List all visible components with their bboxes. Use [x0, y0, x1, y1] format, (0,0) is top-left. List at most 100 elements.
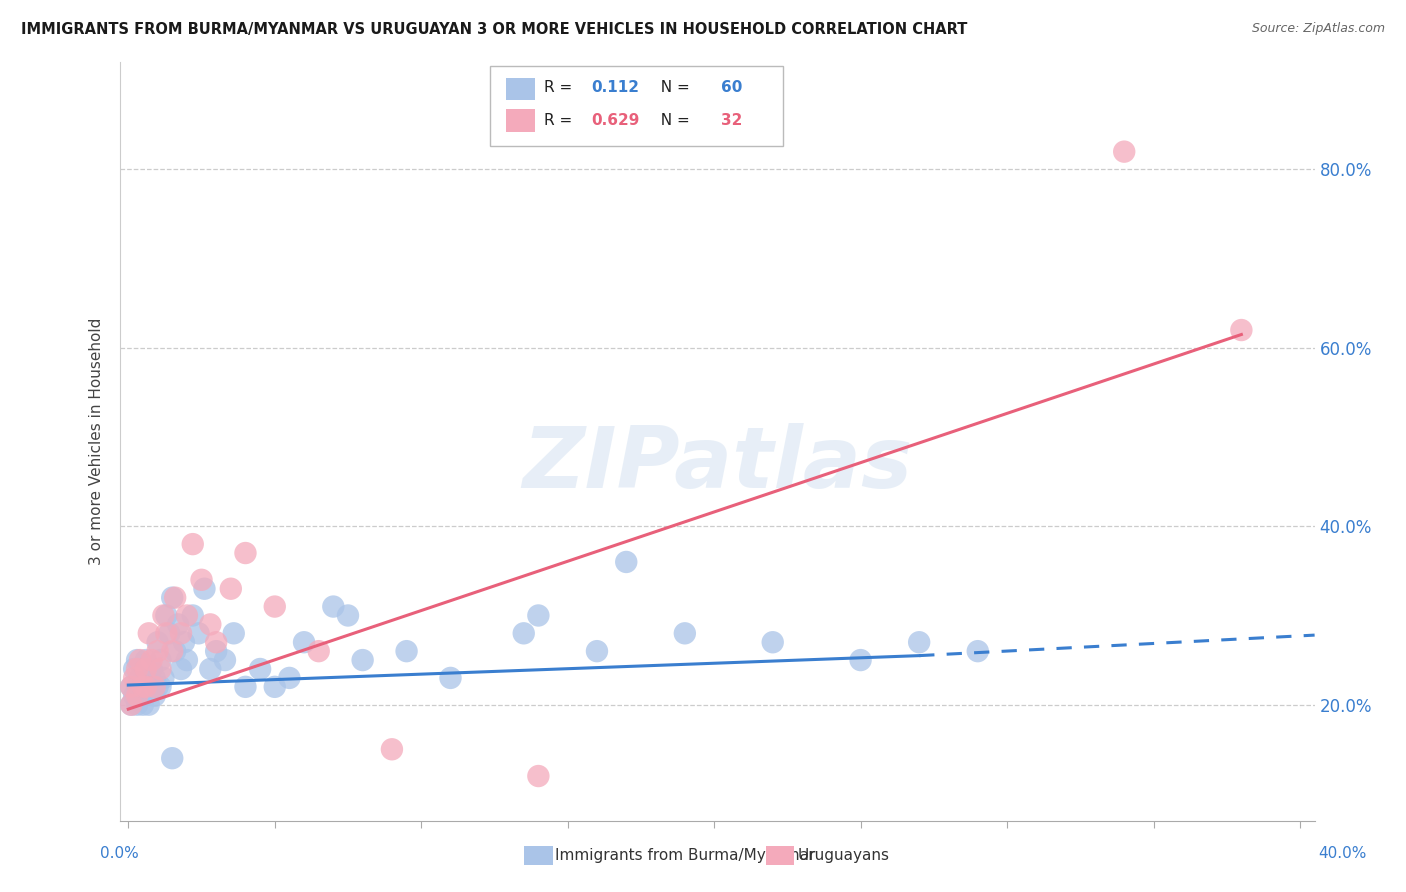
- Point: [146, 644, 169, 658]
- Point: [173, 635, 195, 649]
- Point: [1114, 145, 1136, 159]
- Text: R =: R =: [544, 80, 576, 95]
- Point: [352, 653, 374, 667]
- Point: [170, 626, 193, 640]
- Text: N =: N =: [651, 113, 695, 128]
- Point: [132, 680, 155, 694]
- Point: [176, 608, 198, 623]
- Bar: [506, 110, 536, 132]
- Point: [162, 591, 183, 605]
- Point: [762, 635, 785, 649]
- Point: [143, 680, 166, 694]
- Point: [235, 546, 257, 560]
- Point: [132, 680, 155, 694]
- Point: [149, 653, 172, 667]
- Point: [193, 582, 215, 596]
- Point: [162, 644, 183, 658]
- Point: [138, 626, 160, 640]
- Point: [141, 653, 163, 667]
- Point: [263, 599, 285, 614]
- Point: [513, 626, 536, 640]
- Point: [292, 635, 315, 649]
- Point: [135, 653, 157, 667]
- Point: [127, 689, 149, 703]
- Point: [439, 671, 461, 685]
- Point: [381, 742, 404, 756]
- Point: [149, 680, 172, 694]
- Point: [249, 662, 271, 676]
- Point: [337, 608, 360, 623]
- Text: IMMIGRANTS FROM BURMA/MYANMAR VS URUGUAYAN 3 OR MORE VEHICLES IN HOUSEHOLD CORRE: IMMIGRANTS FROM BURMA/MYANMAR VS URUGUAY…: [21, 22, 967, 37]
- Text: 0.0%: 0.0%: [100, 847, 139, 861]
- Point: [127, 680, 149, 694]
- Point: [120, 680, 142, 694]
- Point: [205, 635, 228, 649]
- Text: 32: 32: [721, 113, 742, 128]
- Point: [614, 555, 637, 569]
- Point: [222, 626, 245, 640]
- Point: [127, 698, 149, 712]
- Point: [152, 671, 174, 685]
- Text: Immigrants from Burma/Myanmar: Immigrants from Burma/Myanmar: [555, 848, 815, 863]
- Point: [908, 635, 931, 649]
- Point: [176, 653, 198, 667]
- Point: [127, 662, 149, 676]
- Point: [162, 751, 183, 765]
- Point: [1230, 323, 1253, 337]
- Text: N =: N =: [651, 80, 695, 95]
- Point: [146, 635, 169, 649]
- Point: [138, 680, 160, 694]
- Point: [143, 689, 166, 703]
- Point: [120, 698, 142, 712]
- Point: [278, 671, 301, 685]
- Point: [129, 689, 152, 703]
- Point: [152, 608, 174, 623]
- Point: [586, 644, 609, 658]
- Point: [129, 671, 152, 685]
- Point: [122, 662, 145, 676]
- Point: [219, 582, 242, 596]
- Point: [167, 617, 190, 632]
- Bar: [506, 78, 536, 100]
- Point: [165, 644, 187, 658]
- Point: [187, 626, 209, 640]
- Point: [155, 608, 177, 623]
- Text: Source: ZipAtlas.com: Source: ZipAtlas.com: [1251, 22, 1385, 36]
- Point: [966, 644, 988, 658]
- Point: [849, 653, 872, 667]
- Point: [129, 653, 152, 667]
- Point: [181, 537, 204, 551]
- Y-axis label: 3 or more Vehicles in Household: 3 or more Vehicles in Household: [89, 318, 104, 566]
- Point: [132, 662, 155, 676]
- Point: [155, 626, 177, 640]
- Point: [200, 662, 222, 676]
- Point: [141, 662, 163, 676]
- Point: [143, 671, 166, 685]
- Point: [122, 671, 145, 685]
- Point: [141, 680, 163, 694]
- Point: [235, 680, 257, 694]
- Text: Uruguayans: Uruguayans: [797, 848, 889, 863]
- Point: [135, 671, 157, 685]
- Point: [165, 591, 187, 605]
- Point: [135, 662, 157, 676]
- Point: [527, 769, 550, 783]
- Point: [527, 608, 550, 623]
- FancyBboxPatch shape: [491, 66, 783, 145]
- Text: R =: R =: [544, 113, 576, 128]
- Point: [149, 662, 172, 676]
- Text: 0.629: 0.629: [592, 113, 640, 128]
- Text: ZIPatlas: ZIPatlas: [522, 423, 912, 506]
- Point: [322, 599, 344, 614]
- Point: [181, 608, 204, 623]
- Point: [170, 662, 193, 676]
- Point: [122, 689, 145, 703]
- Point: [200, 617, 222, 632]
- Point: [190, 573, 212, 587]
- Text: 40.0%: 40.0%: [1319, 847, 1367, 861]
- Point: [395, 644, 418, 658]
- Point: [673, 626, 696, 640]
- Point: [127, 653, 149, 667]
- Point: [120, 680, 142, 694]
- Text: 0.112: 0.112: [592, 80, 640, 95]
